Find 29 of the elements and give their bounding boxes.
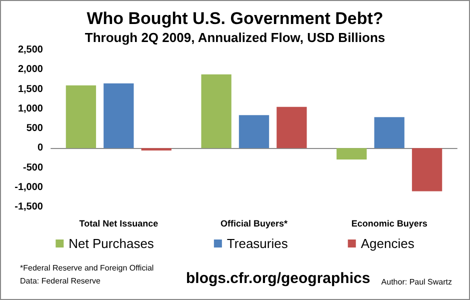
y-tick-label: 1,500	[18, 84, 44, 95]
y-tick-label: 2,000	[18, 64, 44, 76]
chart-title: Who Bought U.S. Government Debt?	[86, 9, 384, 28]
x-tick-label: Total Net Issuance	[79, 218, 158, 228]
bar	[374, 117, 404, 148]
y-tick-label: 0	[37, 142, 44, 154]
y-tick-label: -1,000	[14, 182, 44, 193]
chart-subtitle: Through 2Q 2009, Annualized Flow, USD Billions	[84, 30, 386, 45]
bar	[412, 148, 442, 192]
y-tick-label: 2,500	[18, 44, 44, 56]
legend-label: Agencies	[360, 236, 415, 251]
text: Author: Paul Swartz	[381, 278, 452, 286]
bar	[336, 148, 367, 160]
legend-label: Net Purchases	[68, 236, 154, 251]
x-tick-label: Official Buyers*	[220, 218, 288, 228]
bar	[201, 74, 232, 148]
y-tick-label: 1,000	[18, 103, 44, 114]
bar	[104, 83, 134, 148]
legend-label: Treasuries	[226, 236, 288, 251]
bar	[276, 106, 307, 148]
x-tick-label: Economic Buyers	[351, 218, 428, 228]
y-tick-label: 500	[26, 123, 44, 134]
text: *Federal Reserve and Foreign Official	[20, 264, 154, 272]
y-tick-label: -1,500	[14, 202, 44, 212]
bar	[238, 115, 270, 148]
y-tick-label: -500	[22, 162, 44, 174]
text: Data: Federal Reserve	[20, 276, 102, 286]
bar	[66, 85, 96, 148]
text: blogs.cfr.org/geographics	[186, 270, 370, 287]
